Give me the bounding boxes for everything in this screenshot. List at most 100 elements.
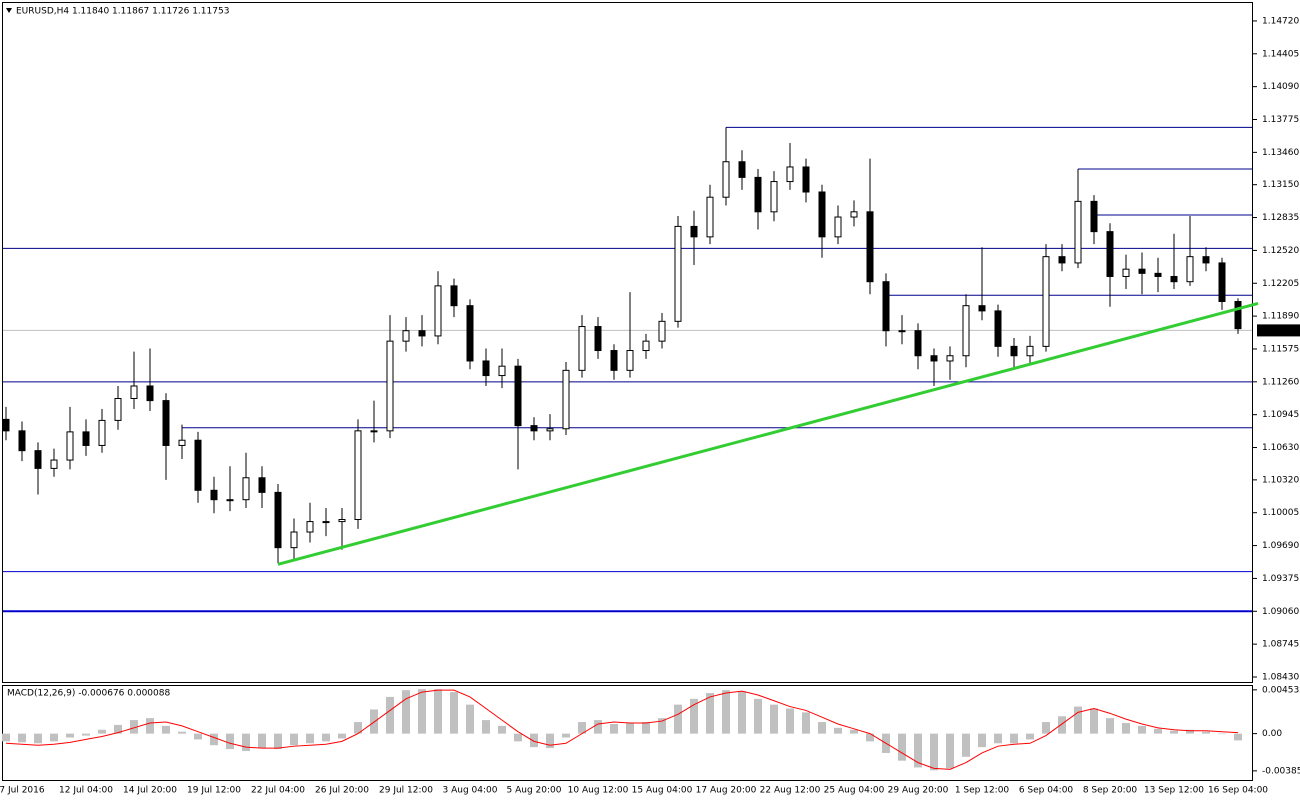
candle-body (1186, 256, 1194, 283)
candle-body (1090, 200, 1098, 233)
x-tick-label: 19 Jul 12:00 (187, 786, 241, 796)
macd-bar (274, 733, 282, 750)
macd-bar (418, 689, 426, 734)
x-tick-label: 17 Aug 20:00 (696, 786, 757, 796)
x-tick-label: 3 Aug 04:00 (443, 786, 498, 796)
macd-bar (1170, 730, 1178, 734)
macd-bar (930, 733, 938, 771)
macd-bar (850, 729, 858, 734)
candle-body (130, 385, 138, 400)
candle-body (258, 477, 266, 493)
x-tick-label: 22 Jul 04:00 (251, 786, 305, 796)
y-tick-label: 0.00 (1262, 729, 1282, 739)
macd-bar (82, 733, 90, 736)
candle-body (562, 369, 570, 430)
macd-bar (498, 725, 506, 734)
macd-bar (226, 733, 234, 750)
macd-title: MACD(12,26,9) -0.000676 0.000088 (7, 689, 170, 699)
trendline (277, 302, 1259, 566)
y-tick-label: 1.09375 (1262, 574, 1299, 584)
macd-bar (146, 718, 154, 734)
candle-body (930, 355, 938, 362)
x-tick-label: 14 Jul 20:00 (123, 786, 177, 796)
candle-body (946, 355, 954, 362)
macd-bar (738, 691, 746, 734)
candle-body (882, 281, 890, 332)
macd-bar (514, 733, 522, 742)
y-tick-label: 1.10630 (1262, 443, 1299, 453)
y-tick-label: 1.11260 (1262, 377, 1299, 387)
x-tick-label: 12 Jul 04:00 (59, 786, 113, 796)
x-tick-label: 7 Jul 2016 (0, 786, 45, 796)
macd-bar (658, 718, 666, 734)
macd-bar (466, 704, 474, 734)
candle-body (1170, 275, 1178, 283)
macd-bar (834, 727, 842, 734)
x-tick-label: 29 Jul 12:00 (379, 786, 433, 796)
candle-body (242, 477, 250, 501)
macd-bar (450, 692, 458, 734)
candle-body (770, 181, 778, 213)
y-tick-label: 0.004532 (1262, 685, 1300, 695)
macd-bar (1122, 723, 1130, 734)
y-tick-label: 1.13460 (1262, 148, 1299, 158)
macd-bar (1074, 706, 1082, 734)
candle-body (1138, 268, 1146, 274)
candle-body (2, 418, 10, 432)
candle-body (578, 326, 586, 371)
y-tick-label: 1.10945 (1262, 410, 1299, 420)
x-tick-label: 8 Sep 20:00 (1083, 786, 1138, 796)
y-tick-label: 1.14720 (1262, 16, 1299, 26)
x-tick-label: 6 Sep 04:00 (1019, 786, 1074, 796)
y-tick-label: 1.10320 (1262, 475, 1299, 485)
candle-body (210, 489, 218, 501)
x-tick-label: 15 Aug 04:00 (632, 786, 693, 796)
candle-body (434, 285, 442, 337)
macd-bar (1234, 733, 1242, 741)
y-tick-label: 1.13775 (1262, 115, 1299, 125)
candle-body (18, 430, 26, 452)
macd-bar (210, 733, 218, 746)
macd-bar (818, 722, 826, 734)
candle-body (162, 400, 170, 446)
macd-bar (194, 733, 202, 740)
macd-bar (2, 733, 10, 742)
menu-arrow (6, 8, 12, 13)
macd-bar (1154, 728, 1162, 734)
macd-bar (322, 733, 330, 742)
candle-body (898, 330, 906, 333)
macd-bar (1042, 722, 1050, 734)
macd-bar (562, 733, 570, 738)
candle-body (834, 216, 842, 238)
candle-body (50, 459, 58, 469)
y-tick-label: 1.09690 (1262, 541, 1299, 551)
y-tick-label: 1.14405 (1262, 49, 1299, 59)
candle-body (290, 531, 298, 549)
x-tick-label: 1 Sep 12:00 (955, 786, 1010, 796)
signal-line (5, 689, 1239, 770)
candle-body (674, 225, 682, 322)
macd-bar (258, 733, 266, 749)
candle-body (482, 360, 490, 377)
current-price-label: 1.11753 (1261, 326, 1298, 336)
macd-bar (770, 704, 778, 734)
macd-bar (1010, 733, 1018, 744)
macd-bar (754, 698, 762, 734)
x-tick-label: 10 Aug 12:00 (568, 786, 629, 796)
macd-bar (162, 725, 170, 734)
candle-body (322, 521, 330, 524)
candle-body (146, 385, 154, 402)
y-tick-label: 1.11890 (1262, 312, 1299, 322)
candle-body (114, 398, 122, 421)
macd-bar (402, 690, 410, 734)
candle-body (722, 161, 730, 198)
macd-bar (306, 733, 314, 744)
candle-body (1074, 200, 1082, 264)
candle-body (866, 211, 874, 283)
macd-bar (802, 712, 810, 734)
macd-bar (114, 724, 122, 734)
macd-bar (386, 696, 394, 734)
macd-bar (530, 733, 538, 748)
